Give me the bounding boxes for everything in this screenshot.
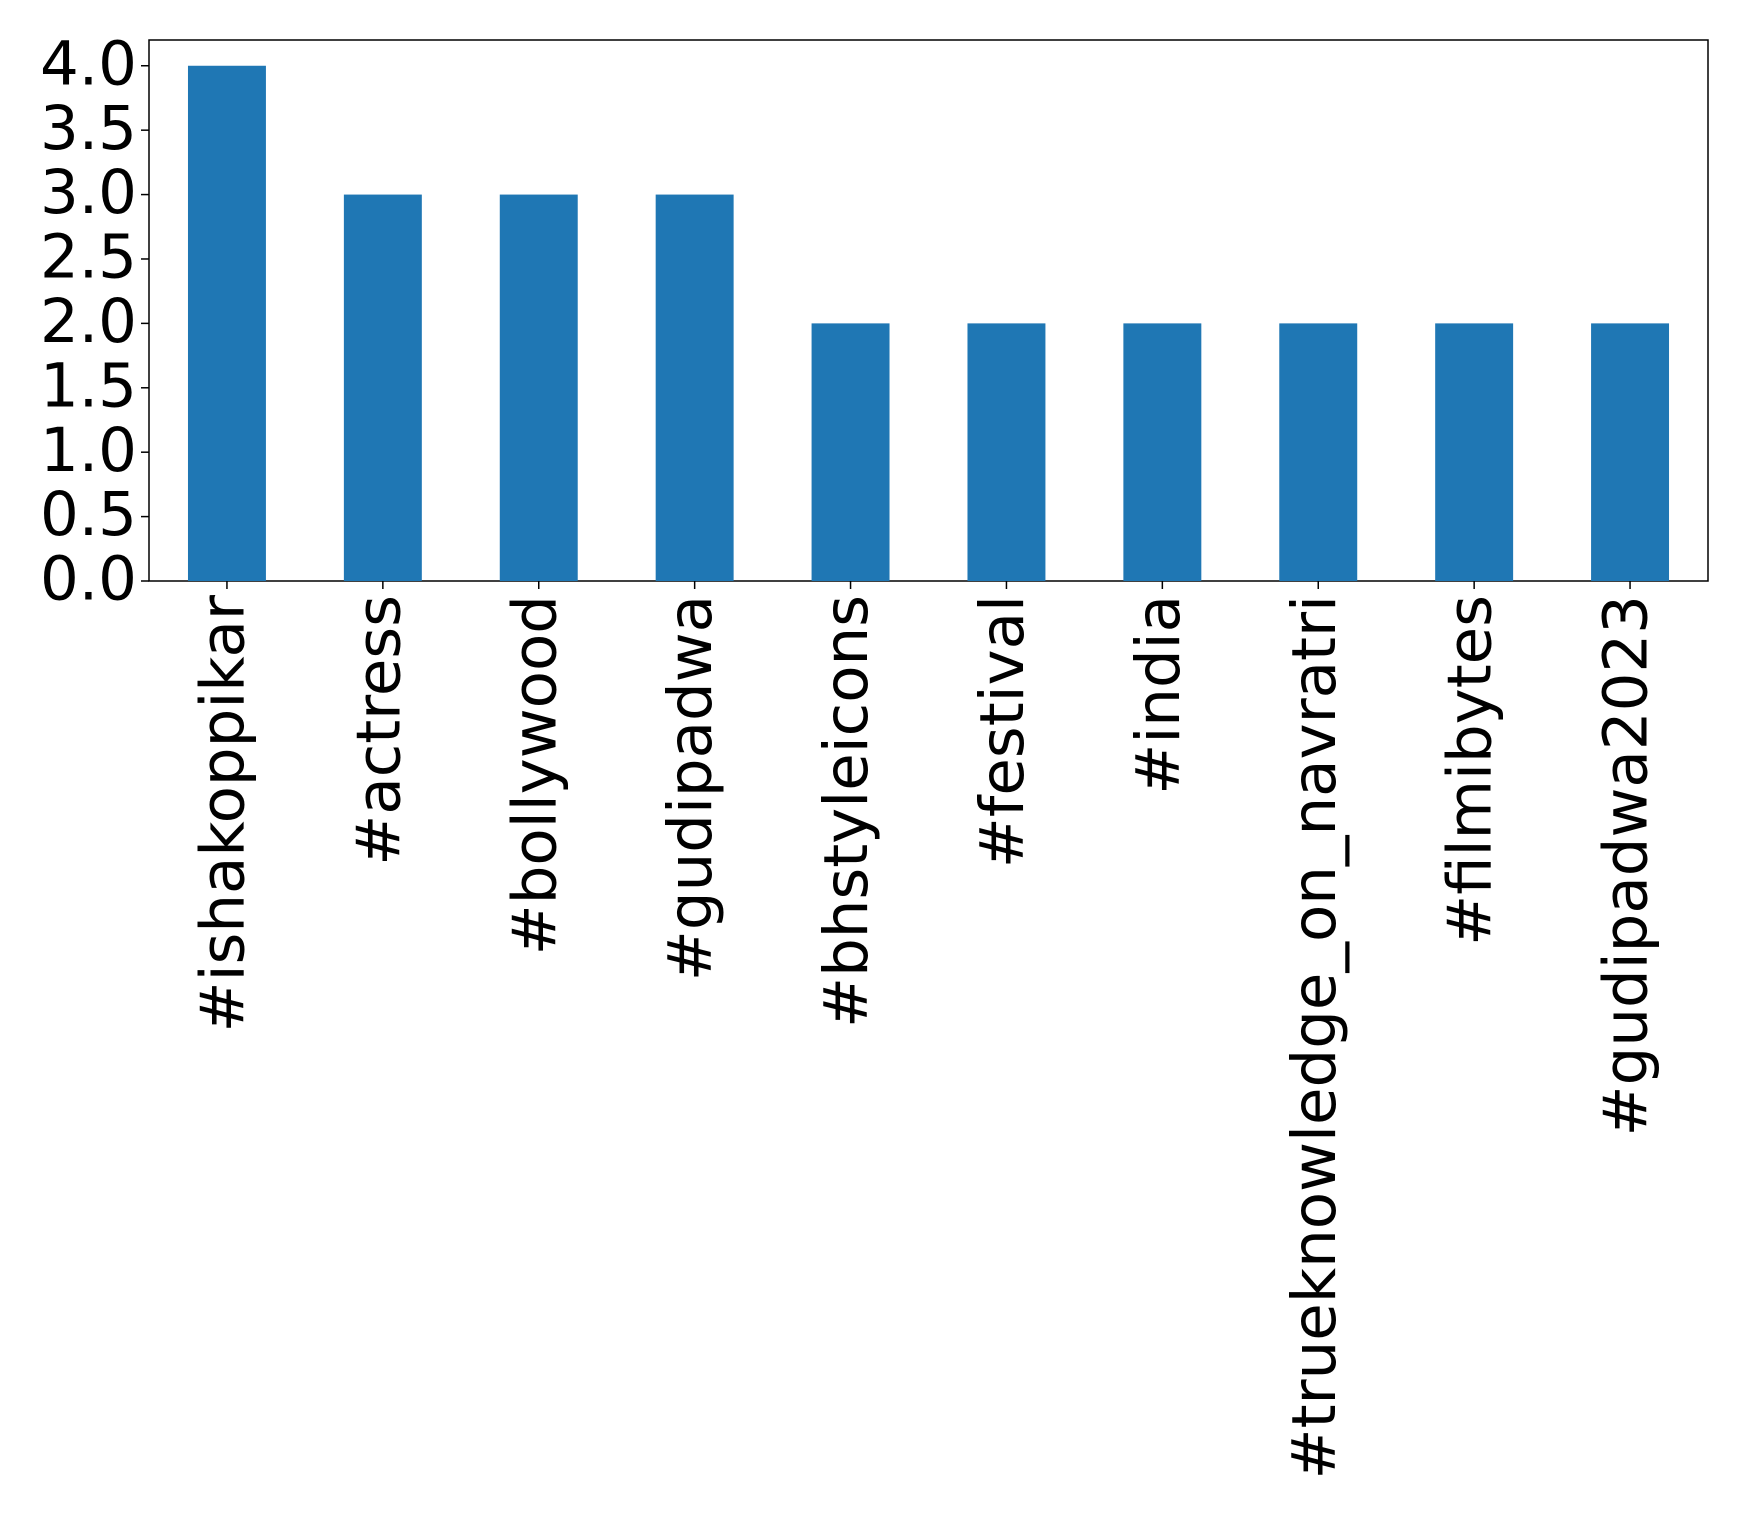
y-tick-label: 1.5 — [40, 350, 137, 421]
bar — [1435, 323, 1514, 581]
y-tick-label: 0.5 — [40, 479, 137, 550]
x-tick-label: #gudipadwa2023 — [1591, 595, 1662, 1137]
y-tick-label: 3.5 — [40, 93, 137, 164]
bar — [967, 323, 1046, 581]
y-tick-label: 2.5 — [40, 222, 137, 293]
bar — [499, 194, 578, 582]
y-tick-label: 2.0 — [40, 286, 137, 357]
x-tick-label: #festival — [967, 595, 1038, 868]
x-tick-label: #bollywood — [499, 595, 570, 955]
x-tick-label: #india — [1123, 595, 1194, 795]
y-tick-label: 1.0 — [40, 415, 137, 486]
bar — [1123, 323, 1202, 581]
y-tick-label: 3.0 — [40, 157, 137, 228]
x-tick-label: #trueknowledge_on_navratri — [1279, 595, 1350, 1479]
bar — [655, 194, 734, 582]
x-tick-label: #ishakoppikar — [188, 594, 259, 1032]
bar — [343, 194, 422, 582]
bar — [1279, 323, 1358, 581]
bar — [1591, 323, 1670, 581]
plot-frame — [148, 39, 1709, 582]
bar — [811, 323, 890, 581]
x-tick-label: #filmibytes — [1435, 595, 1506, 946]
bar — [187, 65, 266, 581]
x-tick-label: #bhstyleicons — [811, 595, 882, 1028]
y-tick-label: 0.0 — [40, 544, 137, 615]
x-tick-label: #actress — [343, 595, 414, 866]
y-tick-label: 4.0 — [40, 28, 137, 99]
x-tick-label: #gudipadwa — [655, 595, 726, 981]
